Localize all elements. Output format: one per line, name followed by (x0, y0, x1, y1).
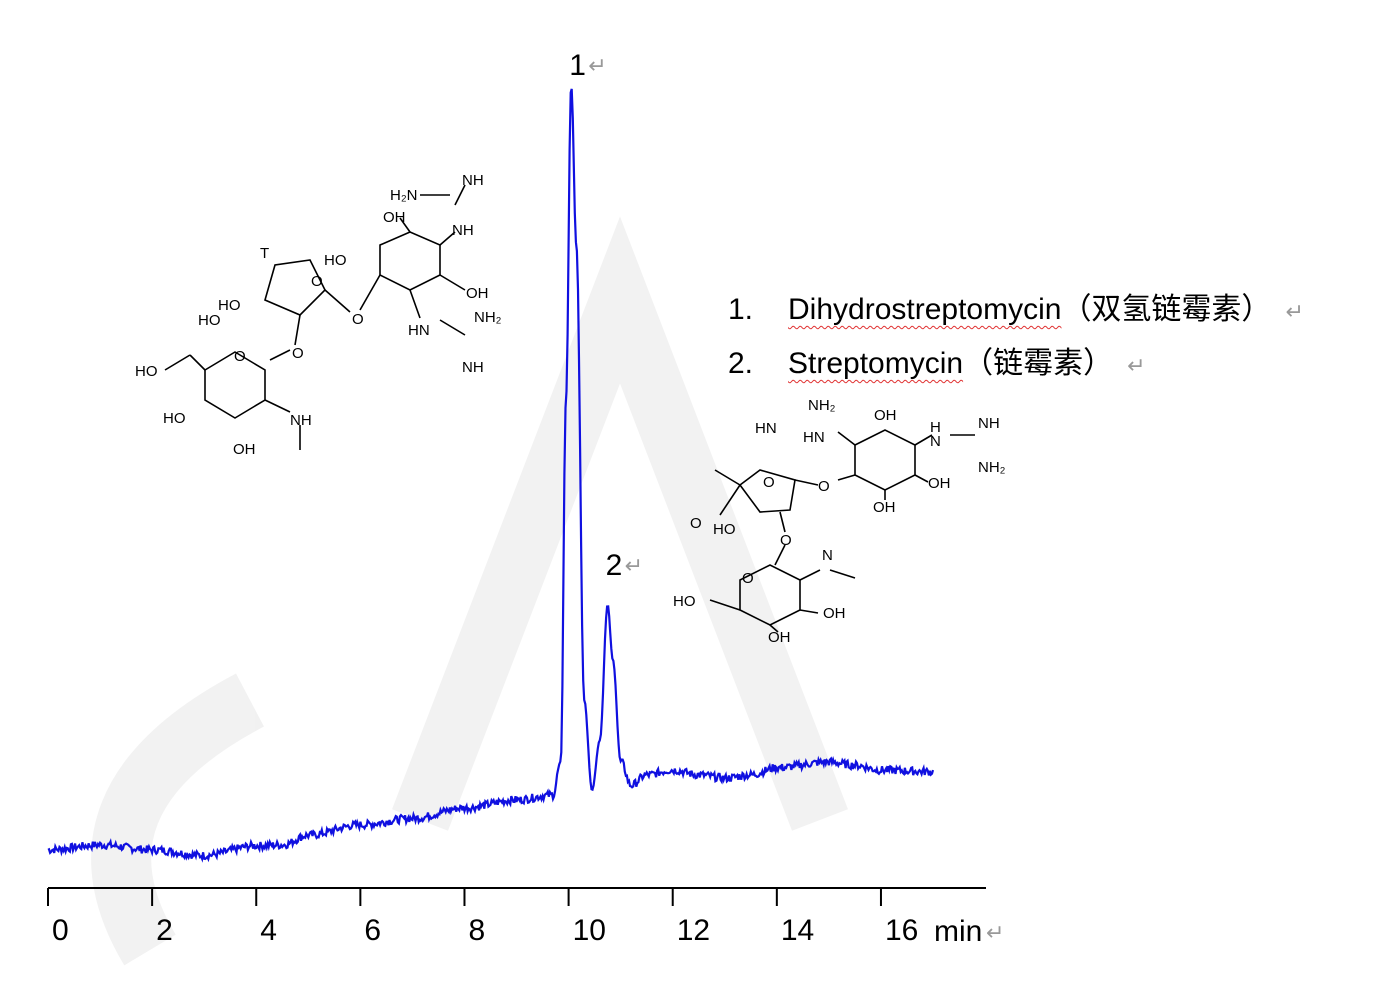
svg-text:HO: HO (673, 593, 696, 610)
svg-text:N: N (822, 547, 833, 564)
x-tick-label: 4 (260, 914, 277, 947)
return-mark: ↵ (1285, 299, 1304, 324)
legend-chinese-name: （双氢链霉素） (1061, 293, 1272, 326)
svg-text:NH: NH (290, 412, 312, 429)
svg-text:HO: HO (163, 410, 186, 427)
svg-text:OH: OH (873, 499, 896, 516)
svg-text:T: T (260, 245, 269, 262)
x-tick-label: 14 (781, 914, 814, 947)
svg-text:NH₂: NH₂ (978, 459, 1006, 476)
svg-text:NH₂: NH₂ (474, 309, 502, 326)
svg-text:N: N (930, 433, 941, 450)
svg-text:OH: OH (768, 629, 791, 646)
svg-text:NH: NH (462, 172, 484, 189)
svg-text:OH: OH (233, 441, 256, 458)
legend-number: 2. (728, 347, 754, 380)
svg-text:HO: HO (713, 521, 736, 538)
svg-text:OH: OH (928, 475, 951, 492)
svg-text:HN: HN (803, 429, 825, 446)
return-mark: ↵ (625, 553, 643, 578)
svg-text:OH: OH (466, 285, 489, 302)
svg-text:O: O (311, 273, 323, 290)
svg-text:NH: NH (452, 222, 474, 239)
x-tick-label: 6 (364, 914, 381, 947)
chromatogram-trace (47, 88, 935, 863)
x-axis-unit-return-mark: ↵ (986, 920, 1004, 945)
legend-item-2: 2. Streptomycin（链霉素） ↵ (728, 338, 1304, 392)
svg-text:O: O (742, 570, 754, 587)
x-tick-label: 12 (677, 914, 710, 947)
peak-label: 1 (569, 49, 586, 82)
peak-label: 2 (606, 549, 623, 582)
svg-text:OH: OH (823, 605, 846, 622)
legend-item-1: 1. Dihydrostreptomycin（双氢链霉素） ↵ (728, 284, 1304, 338)
svg-text:NH: NH (462, 359, 484, 376)
svg-text:HN: HN (408, 322, 430, 339)
legend: 1. Dihydrostreptomycin（双氢链霉素） ↵ 2. Streptom… (728, 284, 1304, 392)
legend-name: Dihydrostreptomycin (788, 293, 1062, 326)
svg-text:HO: HO (135, 363, 158, 380)
legend-chinese-name: （链霉素） (963, 347, 1114, 380)
svg-text:H₂N: H₂N (390, 187, 418, 204)
svg-text:NH: NH (978, 415, 1000, 432)
svg-text:O: O (690, 515, 702, 532)
svg-text:O: O (780, 532, 792, 549)
svg-text:OH: OH (383, 209, 406, 226)
watermark (91, 216, 849, 966)
svg-text:NH₂: NH₂ (808, 397, 836, 414)
svg-text:HO: HO (198, 312, 221, 329)
svg-text:HO: HO (324, 252, 347, 269)
x-tick-label: 2 (156, 914, 173, 947)
return-mark: ↵ (1127, 353, 1146, 378)
svg-text:O: O (818, 478, 830, 495)
svg-text:O: O (763, 474, 775, 491)
legend-number: 1. (728, 293, 754, 326)
svg-text:HN: HN (755, 420, 777, 437)
svg-text:H: H (930, 419, 941, 436)
legend-name: Streptomycin (788, 347, 964, 380)
x-tick-label: 0 (52, 914, 69, 947)
svg-text:O: O (352, 311, 364, 328)
svg-text:O: O (234, 348, 246, 365)
x-tick-label: 10 (573, 914, 606, 947)
svg-text:O: O (292, 345, 304, 362)
return-mark: ↵ (588, 53, 606, 78)
x-axis-unit: min (934, 915, 982, 948)
x-tick-label: 16 (885, 914, 918, 947)
x-tick-label: 8 (468, 914, 485, 947)
svg-text:OH: OH (874, 407, 897, 424)
svg-text:HO: HO (218, 297, 241, 314)
